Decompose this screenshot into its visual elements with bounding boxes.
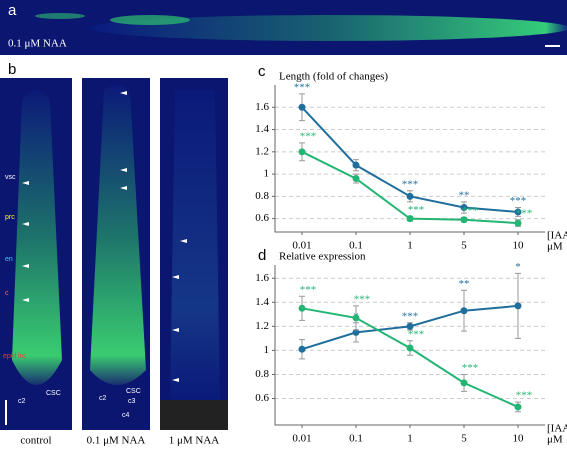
significance: ***: [516, 390, 533, 402]
significance: ***: [402, 310, 419, 322]
marker: [514, 403, 522, 411]
x-tick-label: 5: [461, 433, 467, 445]
x-tick-label: 10: [513, 433, 525, 445]
caption: 0.1 μM NAA: [8, 38, 67, 50]
x-axis-title: μM: [547, 434, 563, 446]
marker: [514, 208, 522, 216]
marker: [298, 304, 306, 312]
marker: [460, 379, 468, 387]
x-tick-label: 1: [407, 433, 413, 445]
y-tick-label: 1: [264, 168, 270, 180]
significance: ***: [402, 178, 419, 190]
x-tick-label: 0.01: [292, 433, 311, 445]
panel-label: b: [8, 61, 16, 78]
y-axis-title: Length (fold of changes): [279, 71, 388, 83]
y-tick-label: 0.6: [255, 392, 269, 404]
caption: 1 μM NAA: [169, 435, 220, 447]
annotation: c: [5, 290, 9, 297]
marker: [460, 216, 468, 224]
annotation: prc: [5, 214, 15, 221]
axes: [274, 265, 545, 426]
annotation: epid lrc: [3, 353, 26, 360]
root: [90, 85, 146, 385]
y-tick-label: 1.6: [255, 272, 269, 284]
annotation: vsc: [5, 174, 16, 181]
root: [110, 15, 190, 25]
y-tick-label: 0.8: [255, 190, 269, 202]
significance: ***: [408, 204, 425, 216]
annotation: c2: [99, 395, 107, 402]
marker: [406, 322, 414, 330]
x-tick-label: 1: [407, 240, 413, 252]
marker: [298, 345, 306, 353]
significance: ***: [510, 195, 527, 207]
y-axis-title: Relative expression: [279, 251, 366, 263]
significance: ***: [294, 81, 311, 93]
y-tick-label: 1.4: [255, 296, 269, 308]
panel-label: d: [258, 247, 266, 264]
annotation: c2: [18, 398, 26, 405]
axes: [274, 85, 545, 233]
marker: [514, 219, 522, 227]
significance: ***: [300, 130, 317, 142]
root: [12, 90, 62, 385]
x-axis-title: μM: [547, 241, 563, 253]
significance: ***: [408, 328, 425, 340]
marker: [298, 103, 306, 111]
root: [170, 90, 220, 400]
marker: [406, 344, 414, 352]
x-tick-label: 0.1: [349, 240, 363, 252]
annotation: CSC: [46, 390, 61, 397]
marker: [352, 161, 360, 169]
significance: ***: [300, 284, 317, 296]
significance: ***: [516, 207, 533, 219]
x-tick-label: 10: [513, 240, 525, 252]
marker: [298, 148, 306, 156]
marker: [460, 307, 468, 315]
root: [35, 13, 85, 19]
y-tick-label: 1.6: [255, 101, 269, 113]
significance: ***: [354, 293, 371, 305]
marker: [352, 175, 360, 183]
caption: control: [20, 435, 51, 447]
significance: *: [515, 261, 521, 273]
significance: **: [459, 278, 470, 290]
x-tick-label: 0.01: [292, 240, 311, 252]
marker: [406, 215, 414, 223]
annotation: CSC: [126, 388, 141, 395]
significance: **: [459, 189, 470, 201]
y-tick-label: 1.2: [255, 320, 269, 332]
panel-label: c: [258, 63, 266, 80]
x-tick-label: 5: [461, 240, 467, 252]
marker: [514, 302, 522, 310]
significance: ***: [462, 205, 479, 217]
annotation: en: [5, 256, 13, 263]
significance: ***: [462, 362, 479, 374]
x-tick-label: 0.1: [349, 433, 363, 445]
panel-label: a: [8, 2, 17, 19]
marker: [352, 314, 360, 322]
annotation: c3: [128, 398, 136, 405]
y-tick-label: 0.8: [255, 368, 269, 380]
y-tick-label: 1.4: [255, 123, 269, 135]
annotation: c4: [122, 412, 130, 419]
y-tick-label: 1: [264, 344, 270, 356]
image-shadow: [160, 400, 228, 430]
y-tick-label: 1.2: [255, 145, 269, 157]
caption: 0.1 μM NAA: [87, 435, 146, 447]
marker: [352, 328, 360, 336]
root: [90, 15, 567, 41]
x-axis-title: [IAA],: [547, 423, 567, 435]
x-axis-title: [IAA],: [547, 230, 567, 242]
marker: [406, 192, 414, 200]
marker: [460, 204, 468, 211]
y-tick-label: 0.6: [255, 212, 269, 224]
